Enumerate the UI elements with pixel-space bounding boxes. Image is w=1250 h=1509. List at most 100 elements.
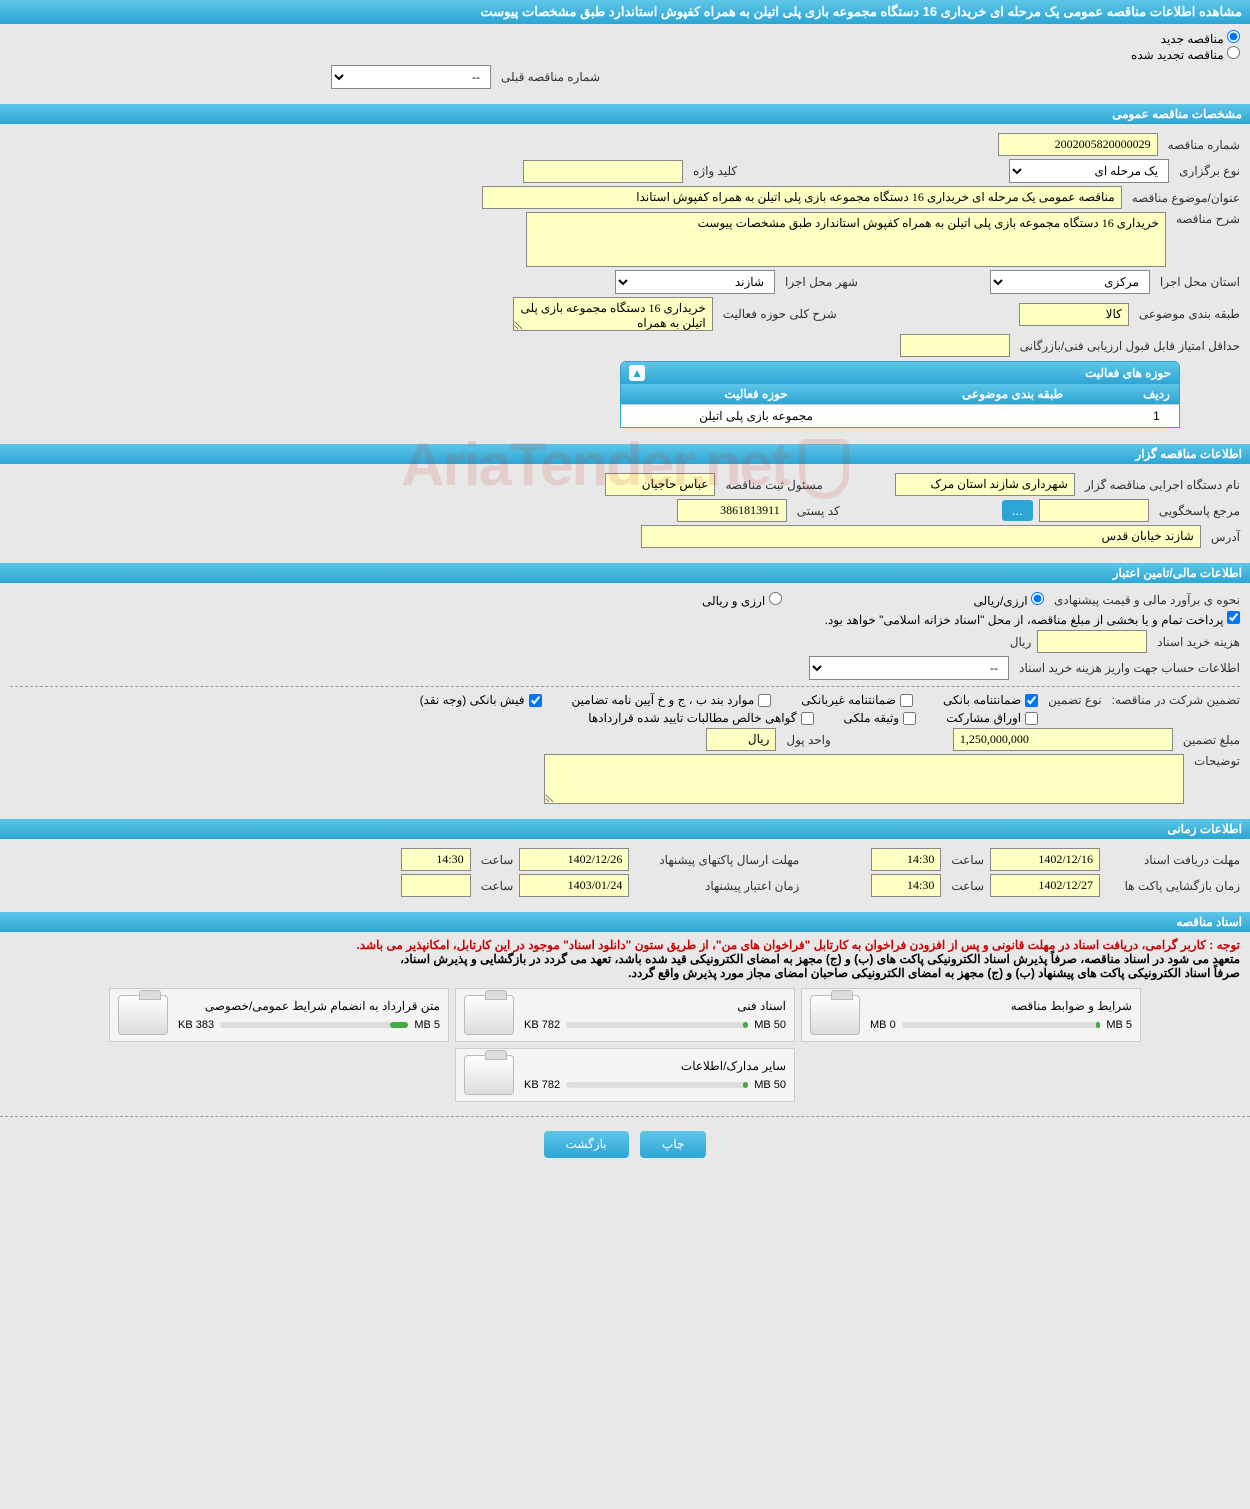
folder-icon bbox=[810, 995, 860, 1035]
desc-textarea[interactable]: خریداری 16 دستگاه مجموعه بازی پلی اتیلن … bbox=[526, 212, 1166, 267]
doc-used: 782 KB bbox=[524, 1079, 560, 1091]
send-time[interactable] bbox=[401, 848, 471, 871]
folder-icon bbox=[464, 995, 514, 1035]
guarantee-section-label: تضمین شرکت در مناقصه: bbox=[1112, 693, 1240, 707]
title-input[interactable] bbox=[482, 186, 1122, 209]
cb-bonds[interactable] bbox=[1025, 712, 1038, 725]
cb-cash[interactable] bbox=[529, 694, 542, 707]
doc-title: اسناد فنی bbox=[524, 999, 786, 1013]
tender-type-radio: مناقصه جدید مناقصه تجدید شده bbox=[10, 30, 1240, 62]
guarantee-amount-label: مبلغ تضمین bbox=[1183, 733, 1240, 747]
activity-table: ردیف طبقه بندی موضوعی حوزه فعالیت 1مجموع… bbox=[621, 384, 1179, 427]
doc-title: متن قرارداد به انضمام شرایط عمومی/خصوصی bbox=[178, 999, 440, 1013]
respond-label: مرجع پاسخگویی bbox=[1159, 504, 1240, 518]
col-category: طبقه بندی موضوعی bbox=[891, 384, 1134, 405]
postal-input[interactable] bbox=[677, 499, 787, 522]
doc-note2: صرفاً اسناد الکترونیکی پاکت های پیشنهاد … bbox=[10, 966, 1240, 980]
holding-type-label: نوع برگزاری bbox=[1179, 164, 1240, 178]
province-label: استان محل اجرا bbox=[1160, 275, 1240, 289]
cb-cases[interactable] bbox=[758, 694, 771, 707]
page-title: مشاهده اطلاعات مناقصه عمومی یک مرحله ای … bbox=[0, 0, 1250, 24]
collapse-icon[interactable]: ▲ bbox=[629, 365, 645, 381]
registrar-input[interactable] bbox=[605, 473, 715, 496]
guarantee-amount-input[interactable] bbox=[953, 728, 1173, 751]
address-label: آدرس bbox=[1211, 530, 1240, 544]
prev-number-label: شماره مناقصه قبلی bbox=[501, 70, 600, 84]
send-date[interactable] bbox=[519, 848, 629, 871]
renewed-label: مناقصه تجدید شده bbox=[1131, 48, 1224, 62]
desc-label: شرح مناقصه bbox=[1176, 212, 1240, 226]
doc-card[interactable]: سایر مدارک/اطلاعات 50 MB 782 KB bbox=[455, 1048, 795, 1102]
keyword-input[interactable] bbox=[523, 160, 683, 183]
print-button[interactable]: چاپ bbox=[640, 1131, 706, 1158]
activity-desc-label: شرح کلی حوزه فعالیت bbox=[723, 307, 837, 321]
section-general: مشخصات مناقصه عمومی bbox=[0, 104, 1250, 124]
doc-warning: توجه : کاربر گرامی، دریافت اسناد در مهلت… bbox=[10, 938, 1240, 952]
doc-total: 5 MB bbox=[1106, 1019, 1132, 1031]
city-select[interactable]: شازند bbox=[615, 270, 775, 294]
number-label: شماره مناقصه bbox=[1168, 138, 1240, 152]
folder-icon bbox=[464, 1055, 514, 1095]
prev-number-select[interactable]: -- bbox=[331, 65, 491, 89]
time-label-3: ساعت bbox=[951, 879, 984, 893]
notes-textarea[interactable] bbox=[544, 754, 1184, 804]
address-input[interactable] bbox=[641, 525, 1201, 548]
time-label-1: ساعت bbox=[951, 853, 984, 867]
activity-table-wrap: حوزه های فعالیت ▲ ردیف طبقه بندی موضوعی … bbox=[620, 361, 1180, 428]
validity-label: زمان اعتبار پیشنهاد bbox=[639, 879, 799, 893]
keyword-label: کلید واژه bbox=[693, 164, 737, 178]
doc-title: شرایط و ضوابط مناقصه bbox=[870, 999, 1132, 1013]
city-label: شهر محل اجرا bbox=[785, 275, 858, 289]
both-label: ارزی و ریالی bbox=[702, 594, 765, 608]
new-label: مناقصه جدید bbox=[1161, 32, 1224, 46]
account-label: اطلاعات حساب جهت واریز هزینه خرید اسناد bbox=[1019, 661, 1240, 675]
category-input[interactable] bbox=[1019, 303, 1129, 326]
cb-property[interactable] bbox=[903, 712, 916, 725]
cb-bank[interactable] bbox=[1025, 694, 1038, 707]
col-index: ردیف bbox=[1134, 384, 1179, 405]
section-timing: اطلاعات زمانی bbox=[0, 819, 1250, 839]
holding-type-select[interactable]: یک مرحله ای bbox=[1009, 159, 1169, 183]
rial-label: ارزی/ریالی bbox=[974, 594, 1028, 608]
radio-renewed[interactable] bbox=[1227, 46, 1240, 59]
activity-desc-textarea[interactable]: خریداری 16 دستگاه مجموعه بازی پلی اتیلن … bbox=[513, 297, 713, 331]
send-label: مهلت ارسال پاکتهای پیشنهاد bbox=[639, 853, 799, 867]
open-time[interactable] bbox=[871, 874, 941, 897]
registrar-label: مسئول ثبت مناقصه bbox=[725, 478, 822, 492]
guarantee-type-label: نوع تضمین bbox=[1048, 693, 1101, 707]
receive-time[interactable] bbox=[871, 848, 941, 871]
radio-both[interactable] bbox=[769, 592, 782, 605]
tender-number[interactable] bbox=[998, 133, 1158, 156]
validity-date[interactable] bbox=[519, 874, 629, 897]
activity-table-title: حوزه های فعالیت bbox=[1085, 366, 1171, 380]
receive-date[interactable] bbox=[990, 848, 1100, 871]
doc-title: سایر مدارک/اطلاعات bbox=[524, 1059, 786, 1073]
doc-total: 5 MB bbox=[414, 1019, 440, 1031]
account-select[interactable]: -- bbox=[809, 656, 1009, 680]
doc-total: 50 MB bbox=[754, 1079, 786, 1091]
open-label: زمان بازگشایی پاکت ها bbox=[1110, 879, 1240, 893]
exec-input[interactable] bbox=[895, 473, 1075, 496]
province-select[interactable]: مرکزی bbox=[990, 270, 1150, 294]
currency-unit-input[interactable] bbox=[706, 728, 776, 751]
time-label-4: ساعت bbox=[481, 879, 514, 893]
doc-card[interactable]: متن قرارداد به انضمام شرایط عمومی/خصوصی 5… bbox=[109, 988, 449, 1042]
doc-cost-input[interactable] bbox=[1037, 630, 1147, 653]
open-date[interactable] bbox=[990, 874, 1100, 897]
cb-nonbank[interactable] bbox=[900, 694, 913, 707]
respond-picker-button[interactable]: ... bbox=[1002, 500, 1033, 521]
cb-contracts[interactable] bbox=[801, 712, 814, 725]
radio-new[interactable] bbox=[1227, 30, 1240, 43]
doc-card[interactable]: اسناد فنی50 MB782 KB bbox=[455, 988, 795, 1042]
radio-rial[interactable] bbox=[1031, 592, 1044, 605]
validity-time[interactable] bbox=[401, 874, 471, 897]
min-score-input[interactable] bbox=[900, 334, 1010, 357]
guarantee-checkbox-grid: ضمانتنامه بانکی ضمانتنامه غیربانکی موارد… bbox=[338, 693, 1038, 725]
category-label: طبقه بندی موضوعی bbox=[1139, 307, 1240, 321]
folder-icon bbox=[118, 995, 168, 1035]
doc-card[interactable]: شرایط و ضوابط مناقصه5 MB0 MB bbox=[801, 988, 1141, 1042]
payment-checkbox[interactable] bbox=[1227, 611, 1240, 624]
back-button[interactable]: بازگشت bbox=[544, 1131, 629, 1158]
respond-input[interactable] bbox=[1039, 499, 1149, 522]
doc-used: 383 KB bbox=[178, 1019, 214, 1031]
